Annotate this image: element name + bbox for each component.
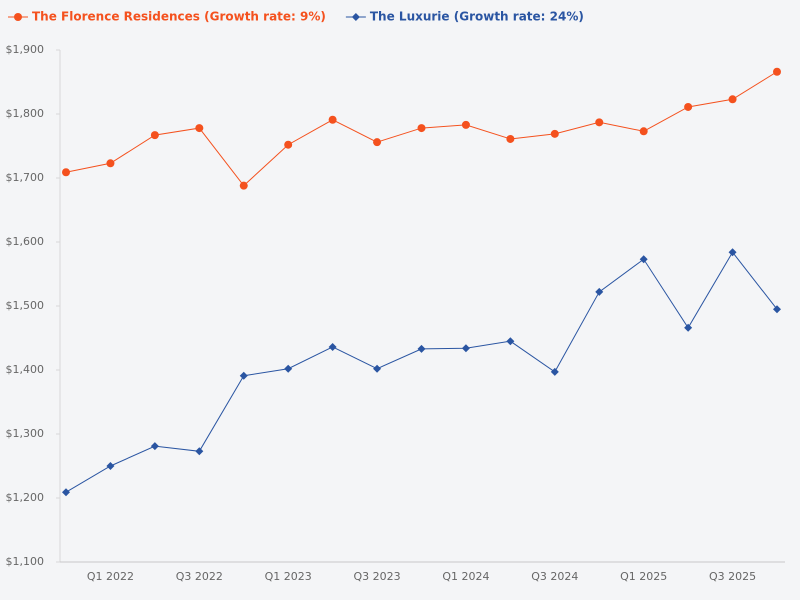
- data-point: [62, 168, 70, 177]
- data-point: [684, 102, 693, 111]
- y-tick-label: $1,600: [6, 235, 45, 248]
- data-point: [150, 442, 159, 451]
- data-point: [461, 344, 470, 353]
- y-tick-label: $1,200: [6, 491, 45, 504]
- data-point: [328, 342, 337, 351]
- legend-marker: [351, 13, 360, 21]
- y-tick-label: $1,800: [6, 107, 45, 120]
- x-tick-label: Q1 2023: [265, 570, 312, 583]
- data-point: [728, 248, 737, 257]
- x-tick-label: Q1 2022: [87, 570, 134, 583]
- y-tick-label: $1,500: [6, 299, 45, 312]
- x-tick-label: Q3 2024: [531, 570, 578, 583]
- data-point: [373, 364, 382, 373]
- data-point: [195, 447, 204, 456]
- data-point: [150, 131, 159, 140]
- data-point: [684, 323, 693, 332]
- y-tick-label: $1,300: [6, 427, 45, 440]
- data-point: [595, 118, 604, 127]
- data-point: [595, 287, 604, 296]
- x-tick-label: Q1 2025: [620, 570, 667, 583]
- data-point: [106, 159, 115, 168]
- data-point: [62, 488, 70, 497]
- data-point: [239, 371, 248, 380]
- y-tick-label: $1,700: [6, 171, 45, 184]
- data-point: [373, 138, 382, 147]
- y-tick-label: $1,900: [6, 43, 45, 56]
- data-point: [550, 129, 559, 138]
- x-tick-label: Q3 2025: [709, 570, 756, 583]
- x-tick-label: Q1 2024: [442, 570, 489, 583]
- data-point: [506, 337, 515, 346]
- data-point: [550, 367, 559, 376]
- data-point: [195, 124, 204, 133]
- data-point: [728, 95, 737, 104]
- data-point: [639, 127, 648, 136]
- data-point: [639, 255, 648, 264]
- y-tick-label: $1,100: [6, 555, 45, 568]
- legend-label: The Luxurie (Growth rate: 24%): [370, 10, 584, 24]
- x-tick-label: Q3 2022: [176, 570, 223, 583]
- y-tick-label: $1,400: [6, 363, 45, 376]
- data-point: [417, 124, 426, 133]
- data-point: [773, 67, 781, 76]
- x-tick-label: Q3 2023: [353, 570, 400, 583]
- data-point: [284, 140, 293, 149]
- legend-marker: [14, 13, 22, 21]
- data-point: [106, 462, 115, 470]
- data-point: [417, 344, 426, 353]
- data-point: [506, 134, 515, 143]
- data-point: [773, 305, 781, 314]
- data-point: [239, 181, 248, 190]
- data-point: [284, 364, 293, 373]
- legend-label: The Florence Residences (Growth rate: 9%…: [32, 10, 326, 24]
- data-point: [461, 120, 470, 129]
- data-point: [328, 115, 337, 124]
